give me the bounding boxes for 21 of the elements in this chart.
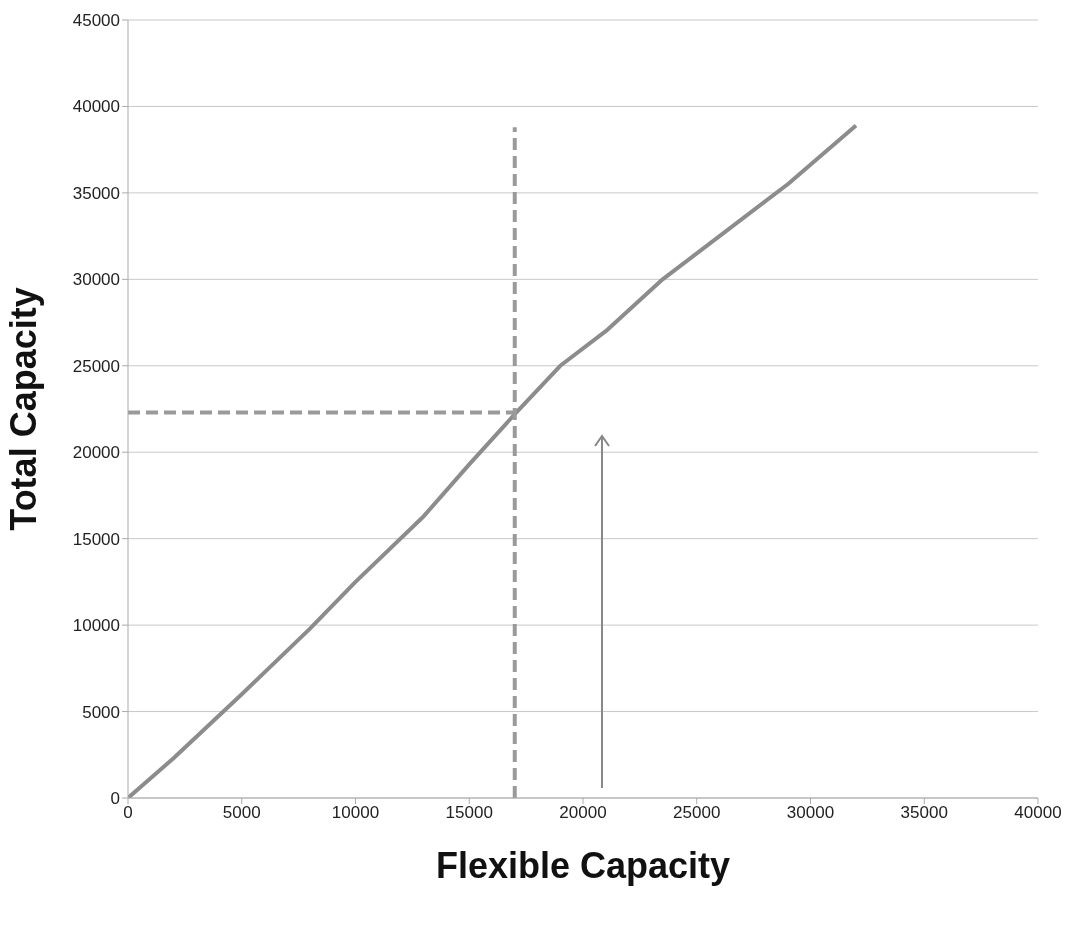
x-tick-label: 0 xyxy=(123,803,133,823)
y-tick-label: 20000 xyxy=(72,443,120,463)
y-tick-label: 0 xyxy=(110,789,120,809)
y-tick-label: 45000 xyxy=(72,11,120,31)
y-tick-label: 10000 xyxy=(72,616,120,636)
x-tick-label: 30000 xyxy=(786,803,835,823)
y-tick-label: 5000 xyxy=(82,702,120,722)
y-axis-title: Total Capacity xyxy=(2,287,44,531)
y-tick-label: 15000 xyxy=(72,529,120,549)
x-tick-label: 15000 xyxy=(445,803,493,823)
x-axis-title: Flexible Capacity xyxy=(435,845,731,886)
x-tick-label: 10000 xyxy=(331,803,380,823)
x-tick-label: 25000 xyxy=(673,803,721,823)
y-tick-label: 30000 xyxy=(72,270,120,290)
y-tick-label: 40000 xyxy=(72,97,120,117)
y-tick-label: 25000 xyxy=(72,356,120,376)
x-tick-label: 5000 xyxy=(222,803,261,823)
x-tick-label: 20000 xyxy=(559,803,607,823)
x-tick-label: 35000 xyxy=(900,803,948,823)
y-tick-label: 35000 xyxy=(72,183,120,203)
x-tick-label: 40000 xyxy=(1014,803,1062,823)
